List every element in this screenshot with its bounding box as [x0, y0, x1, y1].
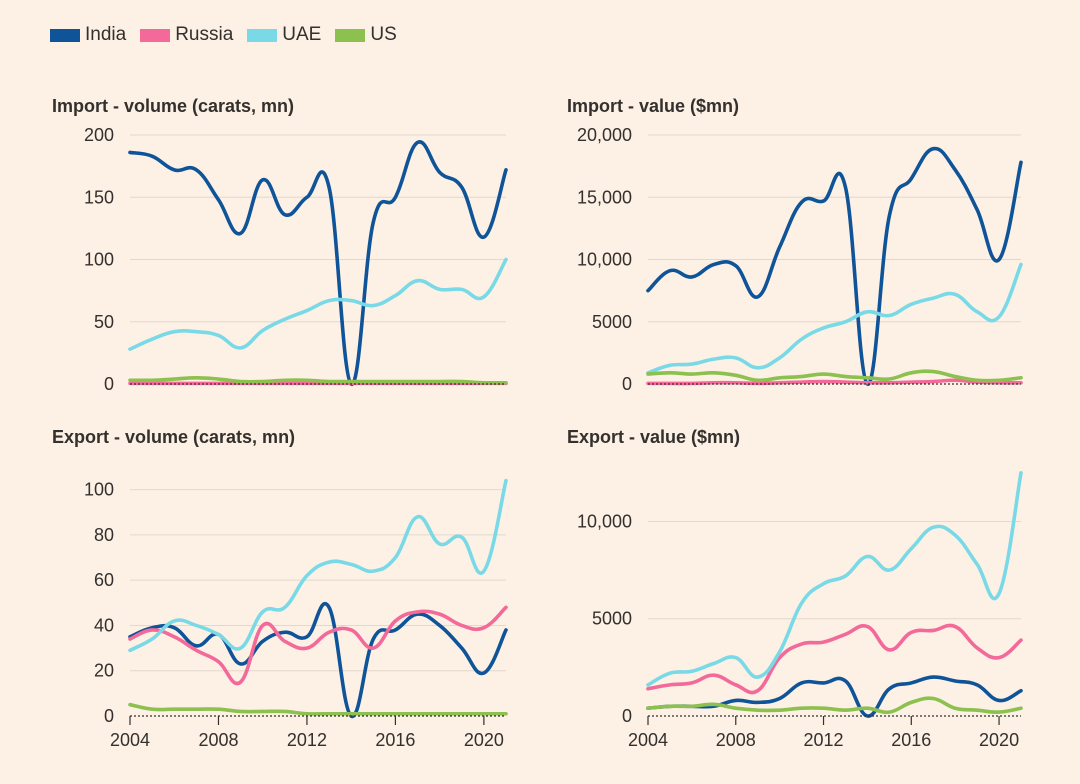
- series-line-us-export-value: [646, 696, 1023, 715]
- y-tick-label: 0: [622, 374, 632, 394]
- series-line-uae-export-value: [646, 471, 1023, 687]
- legend-label-us: US: [370, 24, 397, 45]
- legend-label-india: India: [85, 24, 127, 45]
- y-tick-label: 80: [94, 525, 114, 545]
- series-line-uae-export-volume: [128, 478, 508, 653]
- series-line-india-import-volume: [128, 140, 508, 386]
- panel-export-value: Export - value ($mn) 0 5000 10,000 2004 2008 2…: [567, 427, 1023, 750]
- x-tick-label: 2020: [464, 730, 504, 750]
- y-tick-label: 5000: [592, 609, 632, 629]
- panel-import-volume: Import - volume (carats, mn) 0 50 100 150 200: [52, 96, 508, 394]
- x-tick-label: 2016: [891, 730, 931, 750]
- x-tick-label: 2008: [198, 730, 238, 750]
- y-tick-label: 60: [94, 570, 114, 590]
- x-tick-label: 2020: [979, 730, 1019, 750]
- panel-title-export-volume: Export - volume (carats, mn): [52, 427, 295, 447]
- y-tick-label: 20: [94, 661, 114, 681]
- series-line-india-import-value: [646, 146, 1023, 386]
- y-tick-label: 0: [104, 374, 114, 394]
- legend-label-russia: Russia: [175, 24, 234, 45]
- series-line-russia-import-value: [646, 378, 1023, 386]
- series-line-india-export-volume: [128, 602, 508, 718]
- y-tick-label: 100: [84, 250, 114, 270]
- y-tick-label: 10,000: [577, 250, 632, 270]
- panel-title-export-value: Export - value ($mn): [567, 427, 740, 447]
- series-line-russia-export-volume: [128, 605, 508, 686]
- series-line-uae-import-value: [646, 262, 1023, 375]
- series-line-us-export-volume: [128, 702, 508, 716]
- x-tick-label: 2016: [375, 730, 415, 750]
- y-tick-label: 150: [84, 187, 114, 207]
- y-tick-label: 10,000: [577, 511, 632, 531]
- series-line-russia-export-value: [646, 623, 1023, 695]
- x-tick-label: 2008: [716, 730, 756, 750]
- y-tick-label: 0: [622, 706, 632, 726]
- legend-item-us: US: [335, 24, 397, 46]
- legend-item-russia: Russia: [140, 24, 233, 46]
- legend-item-uae: UAE: [247, 24, 321, 46]
- y-tick-label: 200: [84, 125, 114, 145]
- y-tick-label: 100: [84, 480, 114, 500]
- y-tick-label: 15,000: [577, 187, 632, 207]
- x-tick-label: 2004: [110, 730, 150, 750]
- legend-swatch-us: [335, 28, 366, 42]
- legend-item-india: India: [50, 24, 126, 46]
- legend-label-uae: UAE: [282, 24, 322, 45]
- series-line-us-import-volume: [128, 375, 508, 385]
- series-line-uae-import-volume: [128, 257, 508, 351]
- x-tick-label: 2012: [804, 730, 844, 750]
- x-tick-label: 2012: [287, 730, 327, 750]
- x-tick-label: 2004: [628, 730, 668, 750]
- y-tick-label: 5000: [592, 312, 632, 332]
- y-tick-label: 20,000: [577, 125, 632, 145]
- panel-title-import-volume: Import - volume (carats, mn): [52, 96, 294, 116]
- y-tick-label: 0: [104, 706, 114, 726]
- legend: India Russia UAE US: [50, 24, 411, 46]
- legend-swatch-russia: [140, 28, 171, 42]
- panel-title-import-value: Import - value ($mn): [567, 96, 739, 116]
- legend-swatch-uae: [247, 28, 278, 42]
- legend-swatch-india: [50, 28, 80, 42]
- y-tick-label: 50: [94, 312, 114, 332]
- series-line-india-export-value: [646, 675, 1023, 718]
- y-tick-label: 40: [94, 615, 114, 635]
- panel-import-value: Import - value ($mn) 0 5000 10,000 15,000 20,…: [567, 96, 1023, 394]
- panel-export-volume: Export - volume (carats, mn) 0 20 40 60 80 100…: [52, 427, 508, 750]
- series-line-us-import-value: [646, 369, 1023, 383]
